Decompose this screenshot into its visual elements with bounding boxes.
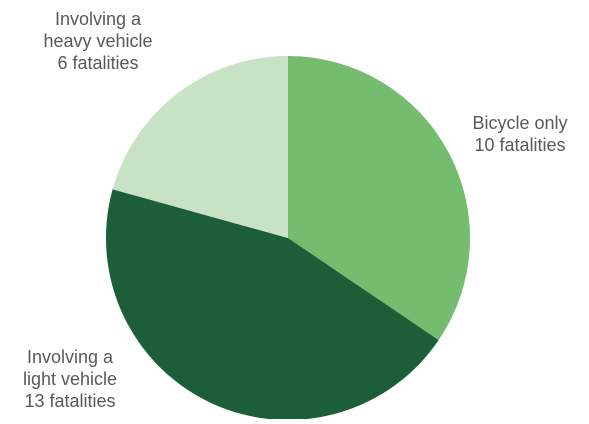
slice-label-involving-a-light-vehicle: Involving a light vehicle 13 fatalities xyxy=(23,347,117,411)
slice-label-line: 10 fatalities xyxy=(474,135,565,155)
slice-label-involving-a-heavy-vehicle: Involving a heavy vehicle 6 fatalities xyxy=(43,9,152,73)
slice-label-line: 13 fatalities xyxy=(24,391,115,411)
slice-label-line: light vehicle xyxy=(23,369,117,389)
slice-label-line: Involving a xyxy=(55,9,142,29)
slice-label-line: Bicycle only xyxy=(472,113,567,133)
slices-layer xyxy=(105,55,471,421)
slice-label-line: Involving a xyxy=(27,347,114,367)
slice-label-bicycle-only: Bicycle only 10 fatalities xyxy=(472,113,567,155)
slice-label-line: 6 fatalities xyxy=(57,53,138,73)
slice-label-line: heavy vehicle xyxy=(43,31,152,51)
pie-slice-bicycle-only xyxy=(288,55,471,341)
pie-slice-involving-a-heavy-vehicle xyxy=(112,56,288,238)
pie-slice-involving-a-light-vehicle xyxy=(105,189,439,421)
